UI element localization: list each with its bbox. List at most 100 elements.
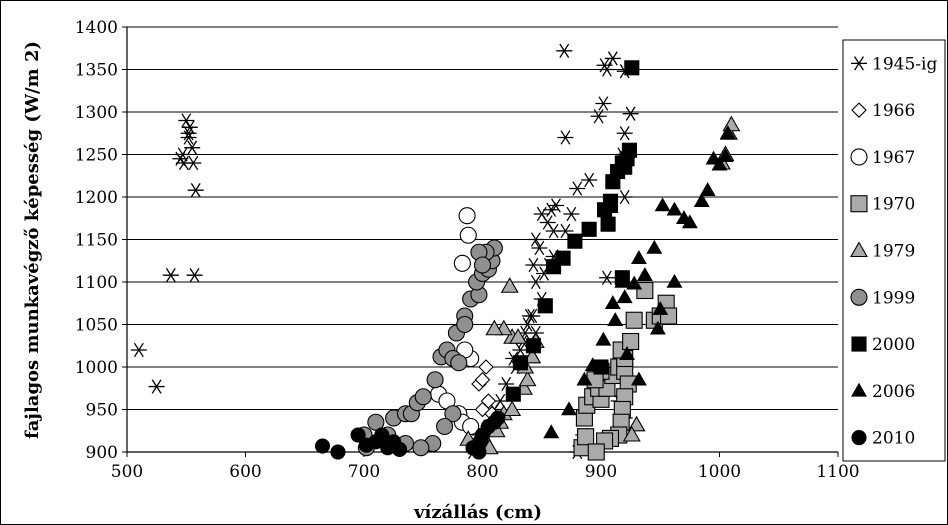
x-tick-label: 900 xyxy=(585,462,617,482)
data-point-2006 xyxy=(543,424,560,439)
data-point-1967 xyxy=(458,207,476,225)
legend-marker xyxy=(851,382,867,397)
data-point-1945-ig xyxy=(521,308,538,324)
data-point-2000 xyxy=(581,221,597,237)
data-point-1945-ig xyxy=(527,232,544,247)
data-point-1979 xyxy=(500,277,519,293)
data-point-1945-ig xyxy=(616,126,633,141)
y-tick-label: 1000 xyxy=(75,358,118,378)
data-point-2006 xyxy=(614,273,631,288)
data-point-2006 xyxy=(717,148,734,162)
data-point-1945-ig xyxy=(527,274,544,290)
legend-marker xyxy=(850,241,868,258)
y-tick-label: 950 xyxy=(86,401,118,421)
data-point-1945-ig xyxy=(595,96,612,111)
data-point-1945-ig xyxy=(531,240,548,256)
data-point-2006 xyxy=(711,156,728,171)
x-tick-label: 600 xyxy=(229,462,261,482)
y-tick-label: 1400 xyxy=(75,18,118,38)
data-point-2000 xyxy=(512,355,528,371)
data-point-1966 xyxy=(478,359,494,375)
data-point-1970 xyxy=(625,311,643,329)
data-point-1945-ig xyxy=(604,51,621,66)
data-point-1979 xyxy=(485,319,504,336)
data-point-1999 xyxy=(412,439,430,457)
data-point-2000 xyxy=(605,174,621,190)
data-point-2010 xyxy=(314,438,331,454)
data-point-2006 xyxy=(649,320,666,335)
y-tick-label: 1050 xyxy=(75,316,118,336)
data-point-1970 xyxy=(577,428,595,446)
data-point-2010 xyxy=(391,441,408,458)
data-point-1970 xyxy=(587,443,605,461)
legend-label: 1967 xyxy=(872,148,915,168)
legend-label: 1999 xyxy=(872,288,915,308)
data-point-2000 xyxy=(525,338,542,354)
legend-marker xyxy=(850,288,868,306)
data-point-2006 xyxy=(699,182,716,196)
data-point-2010 xyxy=(330,444,346,460)
legend-label: 1970 xyxy=(872,195,915,215)
y-tick-label: 1250 xyxy=(75,146,118,166)
data-point-1945-ig xyxy=(557,130,574,145)
data-point-2006 xyxy=(681,214,698,229)
legend-marker xyxy=(851,102,867,118)
data-point-2006 xyxy=(584,357,601,372)
data-point-1945-ig xyxy=(512,342,529,358)
data-point-1945-ig xyxy=(181,120,198,135)
data-point-2006 xyxy=(654,197,671,212)
data-point-2010 xyxy=(350,427,366,443)
data-point-2006 xyxy=(630,250,647,265)
data-point-1979 xyxy=(509,328,527,344)
data-point-1945-ig xyxy=(556,43,573,58)
data-point-1945-ig xyxy=(563,206,580,222)
data-point-1945-ig xyxy=(547,198,564,213)
data-point-1970 xyxy=(622,332,640,351)
data-point-1945-ig xyxy=(130,342,147,358)
data-point-1967 xyxy=(453,254,471,272)
legend: 1945-ig 1966 1967 1970 1979 1999 2000 2006 2010 xyxy=(842,39,946,462)
data-point-1945-ig xyxy=(616,189,633,205)
data-points xyxy=(130,43,741,461)
data-point-1999 xyxy=(444,405,462,423)
data-point-2000 xyxy=(567,233,583,249)
data-point-1945-ig xyxy=(148,379,165,394)
data-point-1945-ig xyxy=(174,147,191,162)
data-point-1999 xyxy=(367,413,385,431)
legend-label: 1945-ig xyxy=(872,54,937,74)
data-point-2006 xyxy=(616,289,633,304)
data-point-2000 xyxy=(600,216,616,232)
data-point-2010 xyxy=(374,427,390,443)
data-point-1999 xyxy=(436,417,454,436)
data-point-1945-ig xyxy=(525,257,542,273)
data-point-2006 xyxy=(693,193,710,208)
x-tick-label: 1000 xyxy=(698,462,741,482)
data-point-1945-ig xyxy=(598,270,615,285)
data-point-1970 xyxy=(636,281,654,300)
data-point-1999 xyxy=(450,354,468,372)
data-point-1945-ig xyxy=(519,317,536,332)
y-tick-label: 1300 xyxy=(75,103,118,123)
legend-label: 1979 xyxy=(872,242,915,262)
data-point-1945-ig xyxy=(185,155,202,171)
data-point-1945-ig xyxy=(598,62,615,77)
legend-label: 2000 xyxy=(872,335,915,355)
data-point-1999 xyxy=(473,256,492,274)
data-point-1945-ig xyxy=(187,183,204,198)
data-point-2000 xyxy=(537,298,553,314)
data-point-2006 xyxy=(619,346,636,361)
data-point-1945-ig xyxy=(178,113,195,128)
data-point-2006 xyxy=(646,239,663,254)
data-point-2000 xyxy=(602,197,619,214)
legend-marker xyxy=(851,430,867,446)
legend-label: 1966 xyxy=(872,101,915,121)
data-point-1945-ig xyxy=(569,181,586,196)
data-point-2006 xyxy=(666,273,683,288)
data-point-1979 xyxy=(622,425,641,442)
x-tick-label: 700 xyxy=(348,462,380,482)
data-point-2006 xyxy=(604,295,621,310)
data-point-1945-ig xyxy=(590,109,607,124)
data-point-2006 xyxy=(576,371,593,386)
data-point-2000 xyxy=(617,159,633,175)
data-point-2006 xyxy=(595,331,612,346)
